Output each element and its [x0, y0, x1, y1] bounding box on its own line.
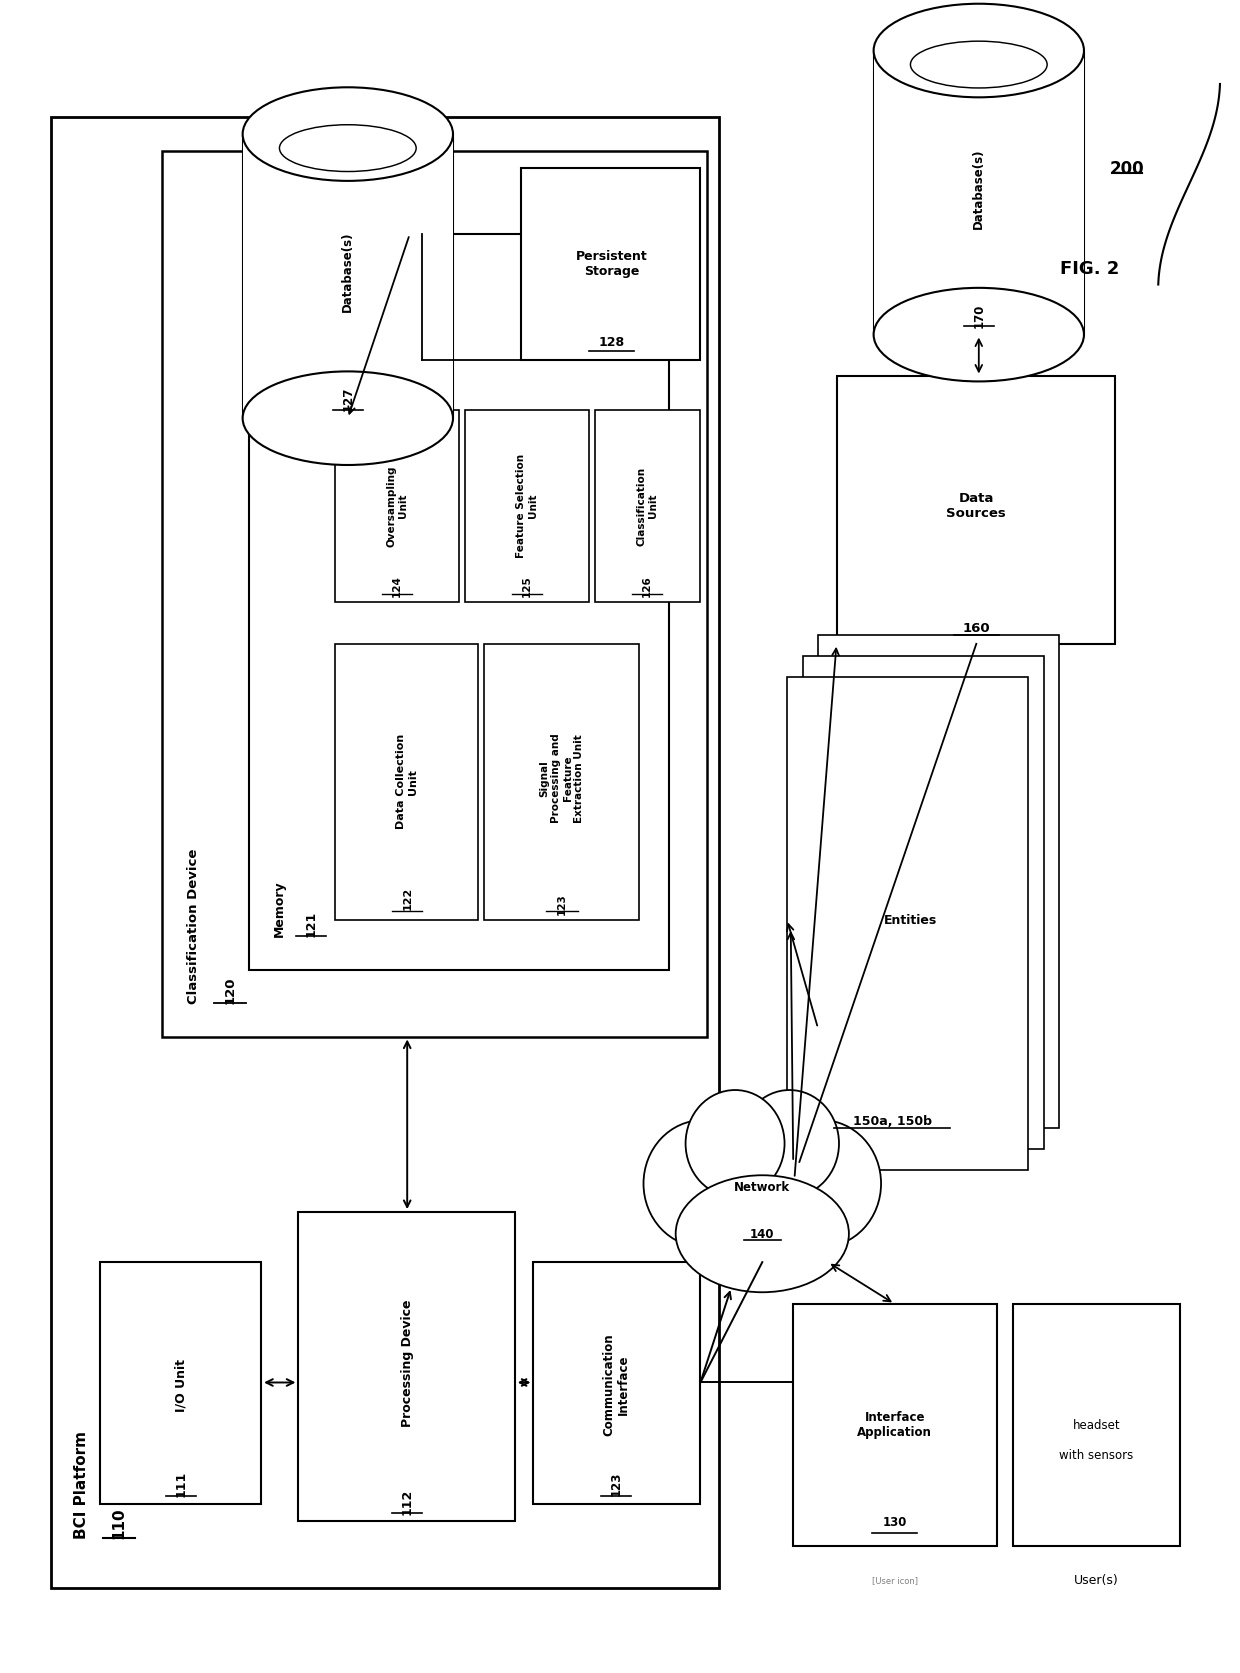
Text: Network: Network — [734, 1181, 790, 1195]
Text: Processing Device: Processing Device — [401, 1298, 414, 1427]
Bar — [794, 1305, 997, 1546]
Text: 200: 200 — [1110, 159, 1145, 177]
Text: Memory: Memory — [273, 880, 286, 937]
Ellipse shape — [874, 5, 1084, 99]
Bar — [249, 236, 670, 970]
Text: Communication
Interface: Communication Interface — [603, 1333, 630, 1435]
Bar — [243, 136, 453, 418]
Text: 124: 124 — [392, 576, 402, 597]
Ellipse shape — [740, 1091, 839, 1198]
Ellipse shape — [874, 289, 1084, 381]
Text: 121: 121 — [304, 910, 317, 937]
Ellipse shape — [763, 1121, 882, 1248]
Ellipse shape — [686, 1091, 785, 1198]
Bar — [299, 1213, 515, 1521]
Bar — [787, 678, 1028, 1171]
Text: Database(s): Database(s) — [341, 233, 355, 313]
Text: Data Collection
Unit: Data Collection Unit — [397, 734, 418, 830]
Text: BCI Platform: BCI Platform — [74, 1430, 89, 1537]
Bar — [51, 119, 719, 1588]
Text: 111: 111 — [175, 1471, 187, 1496]
Text: 127: 127 — [341, 386, 355, 412]
Text: Persistent
Storage: Persistent Storage — [575, 249, 647, 278]
Bar — [162, 152, 707, 1037]
Text: Feature Selection
Unit: Feature Selection Unit — [516, 453, 538, 557]
Ellipse shape — [688, 1134, 837, 1275]
Bar — [521, 169, 701, 360]
Bar — [1013, 1305, 1180, 1546]
Ellipse shape — [910, 42, 1047, 89]
Bar — [874, 52, 1084, 335]
Text: 123: 123 — [557, 892, 567, 913]
Bar — [336, 410, 459, 602]
Bar — [100, 1263, 262, 1504]
Text: 126: 126 — [642, 576, 652, 597]
Text: Entities: Entities — [884, 913, 937, 927]
Ellipse shape — [676, 1176, 849, 1293]
Text: Signal
Processing and
Feature
Extraction Unit: Signal Processing and Feature Extraction… — [539, 733, 584, 823]
Bar — [837, 376, 1115, 644]
Text: 123: 123 — [610, 1471, 622, 1496]
Ellipse shape — [243, 371, 453, 465]
Text: with sensors: with sensors — [1059, 1449, 1133, 1461]
Text: 128: 128 — [598, 336, 625, 348]
Text: [User icon]: [User icon] — [872, 1576, 918, 1584]
Text: FIG. 2: FIG. 2 — [1060, 259, 1120, 278]
Ellipse shape — [243, 89, 453, 182]
Text: 130: 130 — [883, 1514, 906, 1527]
Text: Oversampling
Unit: Oversampling Unit — [387, 465, 408, 547]
Bar — [484, 644, 639, 920]
Bar — [533, 1263, 701, 1504]
Text: 150a, 150b: 150a, 150b — [853, 1114, 931, 1128]
Text: I/O Unit: I/O Unit — [175, 1358, 187, 1410]
Text: 120: 120 — [223, 975, 237, 1004]
Text: Interface
Application: Interface Application — [857, 1410, 932, 1439]
Text: 160: 160 — [962, 621, 990, 634]
Text: 110: 110 — [112, 1506, 126, 1537]
Ellipse shape — [644, 1121, 763, 1248]
Text: User(s): User(s) — [1074, 1573, 1118, 1586]
Text: headset: headset — [1073, 1419, 1120, 1430]
Bar — [818, 636, 1059, 1129]
Text: 122: 122 — [402, 887, 412, 910]
Bar — [595, 410, 701, 602]
Text: Classification Device: Classification Device — [187, 848, 200, 1004]
Text: Classification
Unit: Classification Unit — [636, 467, 658, 545]
Bar — [465, 410, 589, 602]
Text: Database(s): Database(s) — [972, 149, 986, 229]
Bar — [804, 656, 1044, 1149]
Text: 125: 125 — [522, 576, 532, 597]
Text: 140: 140 — [750, 1228, 775, 1240]
Bar — [336, 644, 477, 920]
Ellipse shape — [279, 125, 417, 172]
Text: 112: 112 — [401, 1487, 414, 1514]
Text: 170: 170 — [972, 303, 986, 328]
Text: Data
Sources: Data Sources — [946, 492, 1006, 520]
